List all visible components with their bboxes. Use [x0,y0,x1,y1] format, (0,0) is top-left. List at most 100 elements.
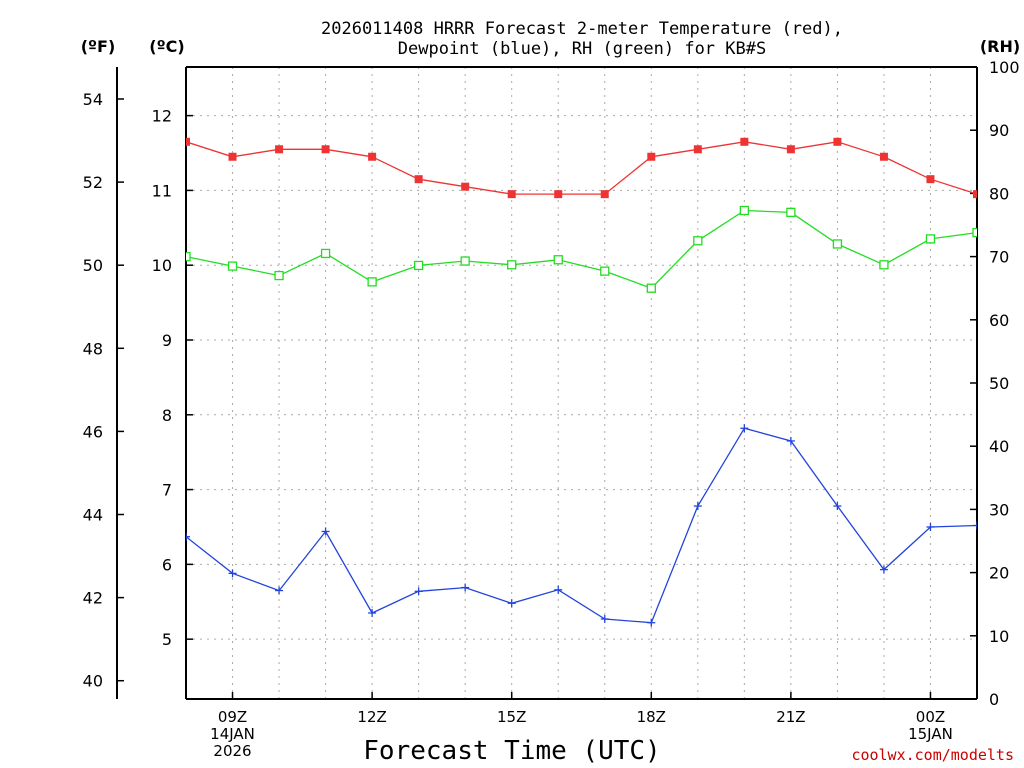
celsius-tick-label: 12 [152,107,172,126]
rh-point [925,234,936,244]
fahrenheit-tick-label: 50 [83,256,103,275]
fahrenheit-tick-label: 42 [83,589,103,608]
2-meter-temperature-point [321,145,330,154]
x-tick-label: 2026 [213,742,251,760]
dewpoint-point [228,569,237,578]
celsius-tick-label: 7 [162,481,172,500]
x-tick-label: 15Z [497,708,526,726]
celsius-tick-label: 8 [162,406,172,425]
2-meter-temperature-point [693,145,702,154]
rh-point [693,236,703,246]
rh-point [972,227,977,238]
rh-point [1020,212,1024,220]
x-tick-label: 14JAN [210,725,255,743]
rh-point [646,283,656,293]
rh-tick-label: 60 [989,311,1009,330]
fahrenheit-tick-label: 40 [83,672,103,691]
dewpoint-point [600,614,609,623]
2-meter-temperature-point [740,137,749,146]
celsius-unit-label: (ºC) [149,37,184,56]
fahrenheit-tick-label: 46 [83,422,103,441]
axes [116,66,978,700]
rh-tick-label: 70 [989,248,1009,267]
rh-point [227,261,238,271]
rh-tick-label: 90 [989,121,1009,140]
dewpoint-point [275,586,284,595]
x-axis-title: Forecast Time (UTC) [363,736,660,766]
dewpoint-point [186,532,190,541]
dewpoint-point [879,565,888,574]
rh-tick-label: 80 [989,184,1009,203]
rh-point [832,239,843,249]
dewpoint-point [647,618,656,627]
x-tick-label: 12Z [357,708,386,726]
celsius-tick-label: 6 [162,555,172,574]
fahrenheit-tick-label: 44 [83,506,103,525]
rh-tick-label: 50 [989,374,1009,393]
2-meter-temperature-point [879,152,888,161]
rh-point [739,205,750,216]
2-meter-temperature-point [973,190,977,199]
rh-tick-label: 0 [989,690,999,709]
dewpoint-point [926,522,935,531]
celsius-tick-label: 10 [152,256,172,275]
rh-point [879,260,889,270]
dewpoint-point [461,583,470,592]
dewpoint-point [1020,469,1024,477]
data-series [186,137,1024,627]
rh-point [507,260,517,270]
x-tick-label: 09Z [218,708,247,726]
2-meter-temperature-point [1020,175,1024,183]
rh-tick-label: 40 [989,437,1009,456]
2-meter-temperature-point [228,152,237,161]
2-meter-temperature-point [926,175,935,184]
rh-unit-label: (RH) [980,37,1020,56]
celsius-tick-label: 9 [162,331,172,350]
2-meter-temperature-point [507,190,516,199]
2-meter-temperature-point [368,152,377,161]
rh-tick-label: 30 [989,500,1009,519]
chart-title-line-1: 2026011408 HRRR Forecast 2-meter Tempera… [321,19,843,39]
dewpoint-point [321,527,330,536]
chart-title-line-2: Dewpoint (blue), RH (green) for KB#S [398,39,766,59]
fahrenheit-tick-label: 52 [83,173,103,192]
celsius-tick-label: 11 [152,181,172,200]
2-meter-temperature-point [833,137,842,146]
2-meter-temperature-point [554,190,563,199]
2-meter-temperature-point [414,175,423,184]
credit-text: coolwx.com/modelts [851,746,1014,764]
2-meter-temperature-point [600,190,609,199]
x-tick-label: 21Z [776,708,805,726]
rh-point [553,255,563,265]
fahrenheit-tick-label: 54 [83,90,103,109]
2-meter-temperature-point [461,182,470,191]
dewpoint-point [786,436,795,445]
dewpoint-point [368,608,377,617]
2-meter-temperature-point [275,145,284,154]
rh-tick-label: 100 [989,58,1020,77]
rh-tick-label: 20 [989,564,1009,583]
fahrenheit-tick-label: 48 [83,339,103,358]
rh-point [186,251,191,262]
dewpoint-point [833,502,842,511]
dewpoint-point [554,585,563,594]
dewpoint-point [693,502,702,511]
rh-point [320,248,331,259]
dewpoint-point [507,599,516,608]
x-tick-label: 00Z [916,708,945,726]
x-tick-label: 18Z [637,708,666,726]
rh-point [786,207,796,218]
dewpoint-point [414,587,423,596]
2-meter-temperature-point [647,152,656,161]
2-meter-temperature-point [786,145,795,154]
rh-point [600,266,610,276]
tick-labels: 5 6 7 8 9 10 11 12 40 42 44 46 48 50 52 54 0 10 20 30 40 50 60… [83,58,1020,760]
grid-lines [186,67,977,699]
2-meter-temperature-point [186,137,190,146]
rh-point [367,277,377,287]
rh-point [413,260,424,271]
x-tick-label: 15JAN [908,725,953,743]
rh-tick-label: 10 [989,627,1009,646]
dewpoint-point [973,521,977,530]
